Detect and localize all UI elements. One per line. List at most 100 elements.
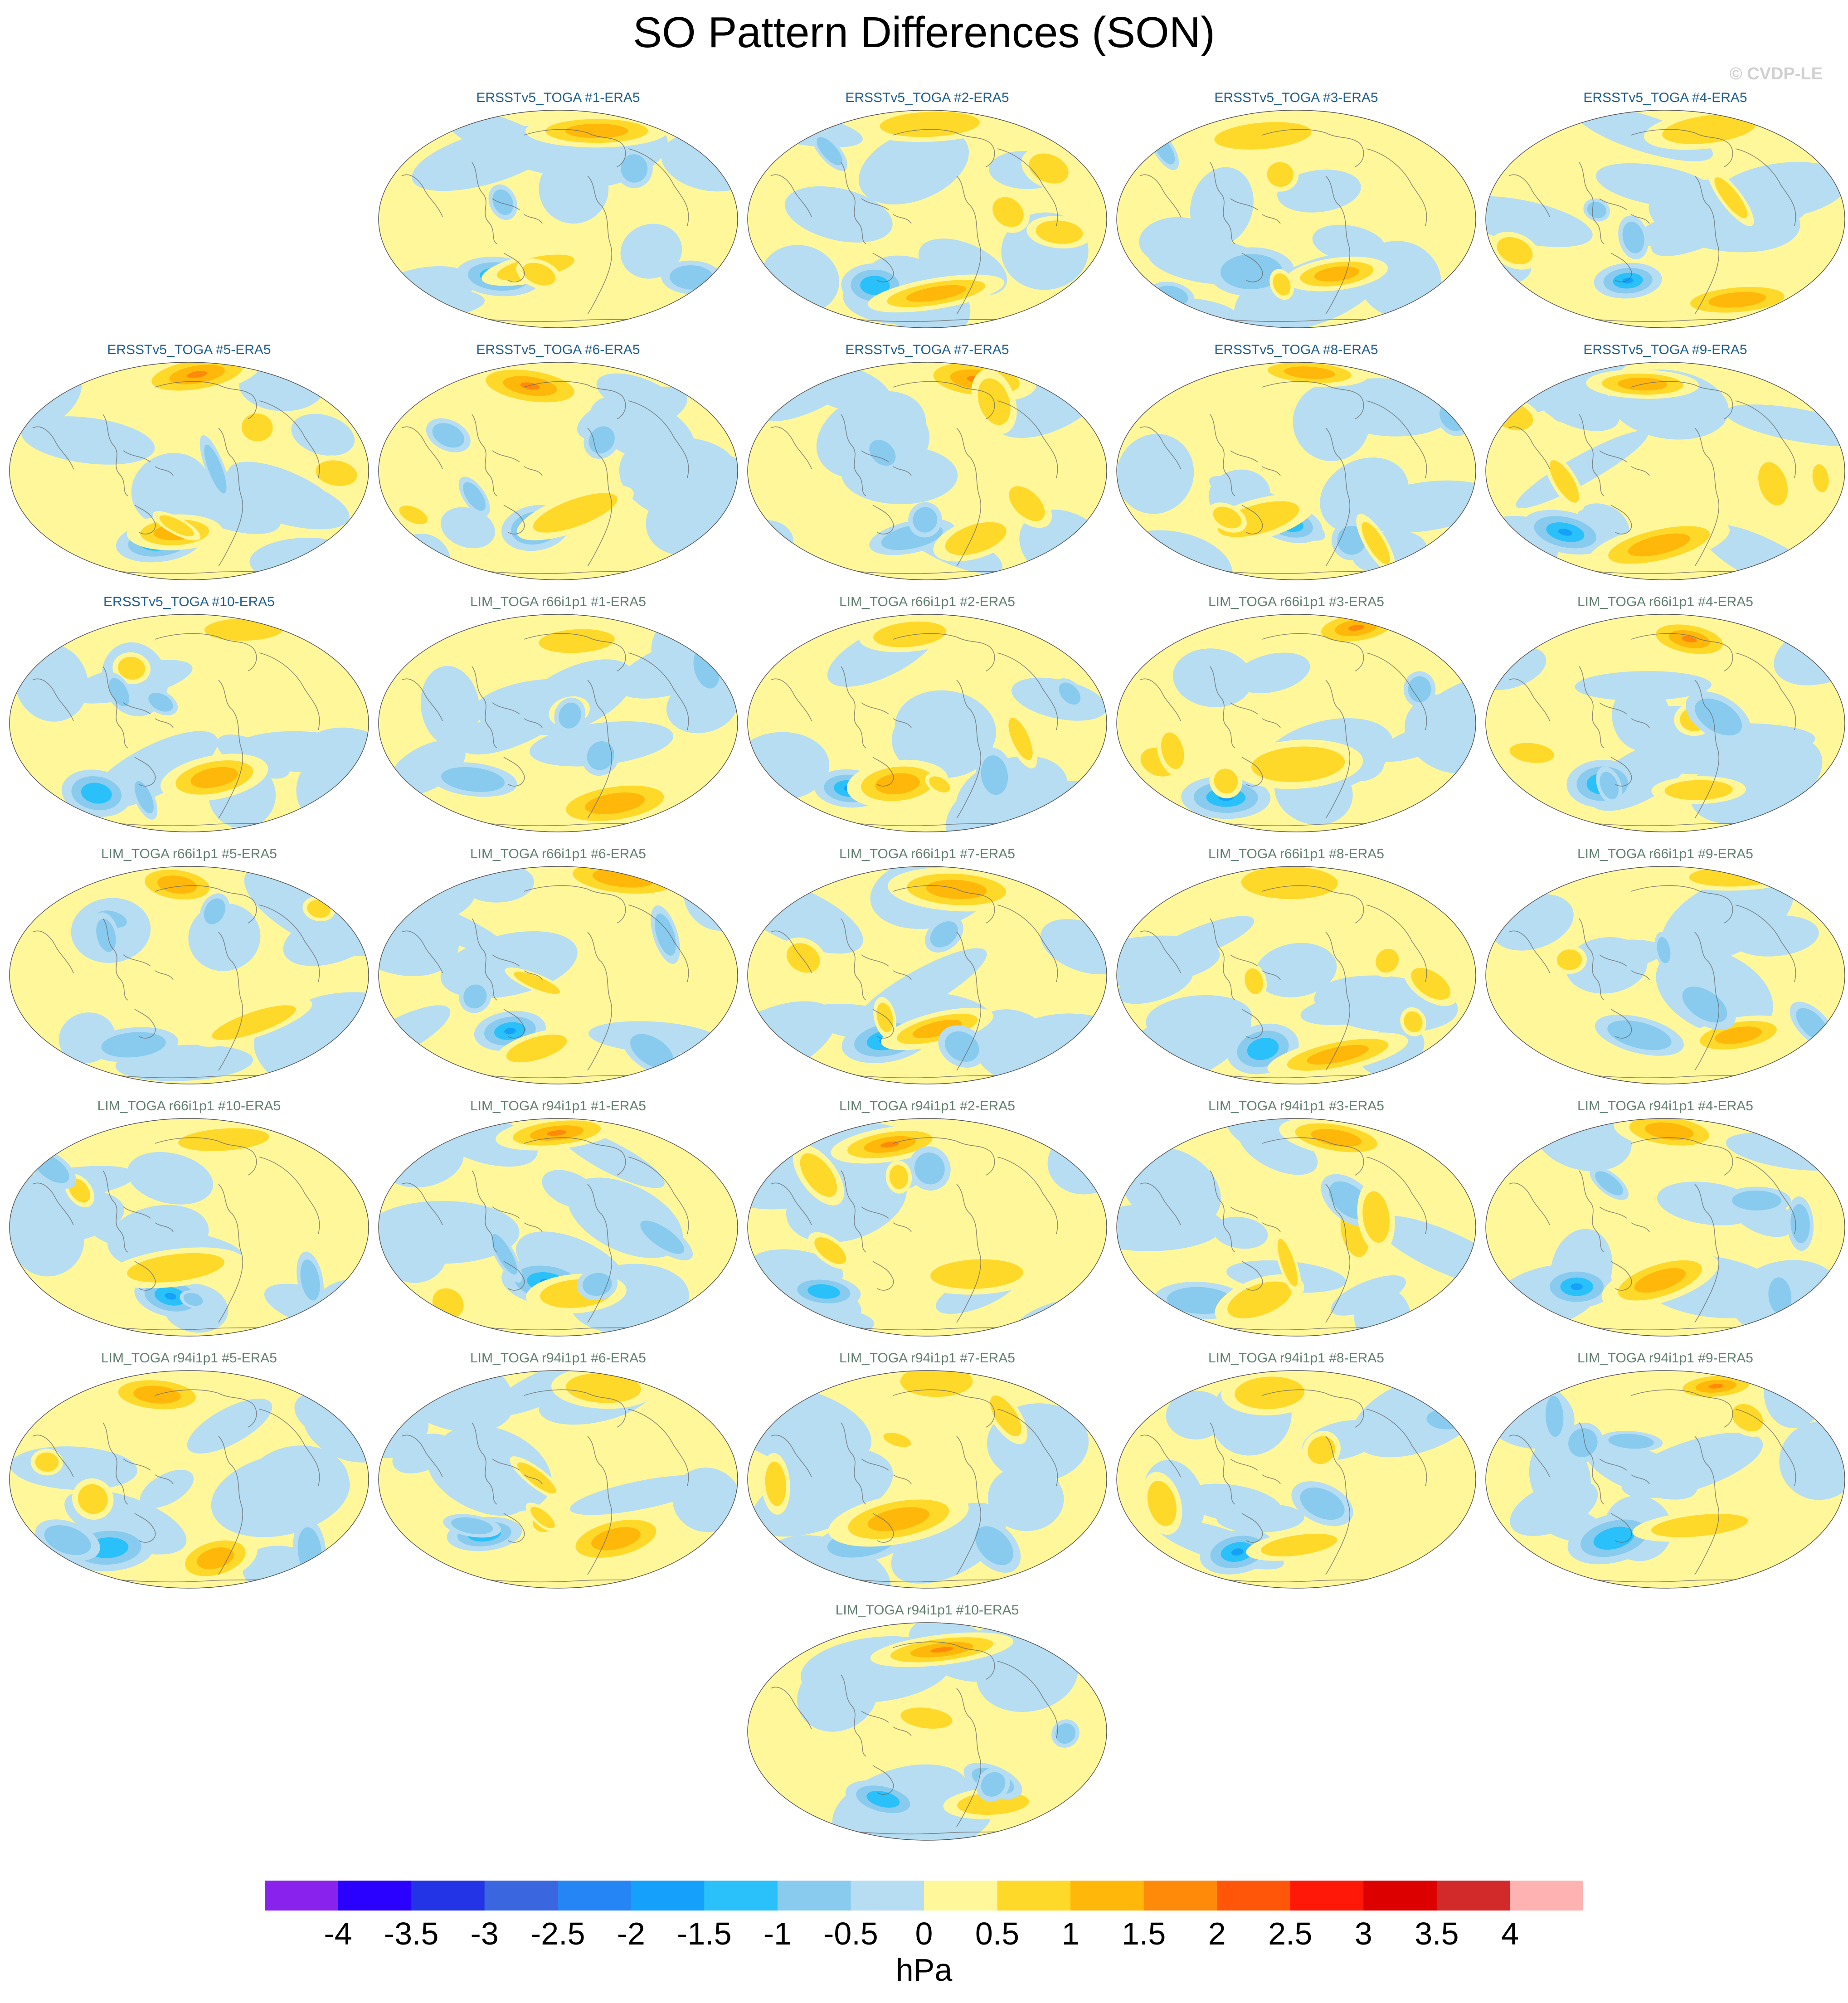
globe-map [1116,614,1476,832]
map-panel: LIM_TOGA r94i1p1 #5-ERA5 [5,1349,373,1590]
panel-title: LIM_TOGA r66i1p1 #4-ERA5 [1577,594,1753,609]
panel-title: LIM_TOGA r66i1p1 #2-ERA5 [839,594,1015,609]
colorbar-swatch [777,1881,851,1911]
colorbar-tick-label: -3.5 [384,1916,439,1951]
panel-title: LIM_TOGA r94i1p1 #8-ERA5 [1208,1351,1384,1366]
panel-title: LIM_TOGA r66i1p1 #9-ERA5 [1577,846,1753,861]
map-panel: LIM_TOGA r94i1p1 #10-ERA5 [744,1601,1111,1842]
map-panel: LIM_TOGA r94i1p1 #1-ERA5 [374,1097,742,1337]
map-panel: ERSSTv5_TOGA #5-ERA5 [5,341,373,581]
globe-map [9,614,369,832]
globe-map [1485,110,1845,328]
colorbar-tick-label: -2.5 [530,1916,585,1951]
colorbar-tick-label: -3 [470,1916,499,1951]
globe-map [1116,1370,1476,1589]
colorbar-swatch [1363,1881,1437,1911]
panel-title: LIM_TOGA r94i1p1 #1-ERA5 [470,1099,646,1113]
colorbar-swatch [1510,1881,1583,1911]
map-panel: ERSSTv5_TOGA #7-ERA5 [744,341,1111,581]
panel-title: ERSSTv5_TOGA #3-ERA5 [1214,90,1378,105]
colorbar-swatch [1290,1881,1364,1911]
globe-map [747,866,1107,1084]
globe-map [9,866,369,1084]
colorbar-tick-label: -0.5 [823,1916,878,1951]
colorbar-swatch [484,1881,558,1911]
colorbar-swatch [411,1881,485,1911]
panel-title: ERSSTv5_TOGA #2-ERA5 [845,90,1009,105]
globe-map [747,614,1107,832]
colorbar-swatch [265,1881,339,1911]
globe-map [378,614,738,832]
panel-title: ERSSTv5_TOGA #6-ERA5 [476,342,640,357]
panel-title: LIM_TOGA r94i1p1 #5-ERA5 [101,1351,277,1366]
map-panel: LIM_TOGA r94i1p1 #7-ERA5 [744,1349,1111,1590]
panel-title: ERSSTv5_TOGA #1-ERA5 [476,90,640,105]
colorbar-tick-label: -2 [617,1916,645,1951]
colorbar-tick-label: 1 [1061,1916,1080,1951]
panel-title: LIM_TOGA r94i1p1 #3-ERA5 [1208,1099,1384,1113]
globe-map [1116,866,1476,1084]
globe-map [378,1370,738,1589]
colorbar-swatch [851,1881,924,1911]
globe-map [747,110,1107,328]
map-panel: ERSSTv5_TOGA #10-ERA5 [5,593,373,833]
colorbar-swatch [997,1881,1071,1911]
map-panel: LIM_TOGA r66i1p1 #7-ERA5 [744,845,1111,1085]
colorbar-tick-label: -1 [763,1916,792,1951]
globe-map [9,1118,369,1337]
map-panel: LIM_TOGA r66i1p1 #9-ERA5 [1482,845,1848,1085]
map-panel: ERSSTv5_TOGA #1-ERA5 [374,89,742,329]
map-panel: LIM_TOGA r94i1p1 #2-ERA5 [744,1097,1111,1337]
globe-map [1485,362,1845,580]
globe-map [1485,866,1845,1084]
colorbar-swatch [1217,1881,1291,1911]
map-panel: LIM_TOGA r94i1p1 #4-ERA5 [1482,1097,1848,1337]
colorbar [265,1881,1583,1911]
colorbar-tick-label: -4 [324,1916,352,1951]
panel-title: ERSSTv5_TOGA #4-ERA5 [1583,90,1747,105]
panel-title: ERSSTv5_TOGA #8-ERA5 [1214,342,1378,357]
colorbar-tick-label: 3 [1354,1916,1372,1951]
globe-map [747,1118,1107,1337]
globe-map [9,362,369,580]
panel-title: LIM_TOGA r66i1p1 #6-ERA5 [470,846,646,861]
map-panel: LIM_TOGA r66i1p1 #3-ERA5 [1113,593,1480,833]
panel-title: LIM_TOGA r94i1p1 #10-ERA5 [835,1603,1019,1618]
map-panel: LIM_TOGA r94i1p1 #3-ERA5 [1113,1097,1480,1337]
map-panel: ERSSTv5_TOGA #3-ERA5 [1113,89,1480,329]
colorbar-swatch [631,1881,705,1911]
panel-title: ERSSTv5_TOGA #10-ERA5 [103,594,275,609]
globe-map [1116,110,1476,328]
colorbar-tick-label: 0 [915,1916,933,1951]
colorbar-tick-label: 0.5 [975,1916,1020,1951]
map-panel: LIM_TOGA r94i1p1 #6-ERA5 [374,1349,742,1590]
colorbar-swatch [1143,1881,1217,1911]
globe-map [378,1118,738,1337]
panel-title: LIM_TOGA r94i1p1 #2-ERA5 [839,1099,1015,1113]
map-panel: LIM_TOGA r66i1p1 #1-ERA5 [374,593,742,833]
page-title: SO Pattern Differences (SON) [633,8,1215,57]
colorbar-tick-label: 4 [1501,1916,1519,1951]
map-panel: LIM_TOGA r66i1p1 #6-ERA5 [374,845,742,1085]
colorbar-tick-label: -1.5 [677,1916,732,1951]
panel-title: ERSSTv5_TOGA #9-ERA5 [1583,342,1747,357]
globe-map [1485,1118,1845,1337]
colorbar-units: hPa [895,1952,953,1988]
panel-title: LIM_TOGA r94i1p1 #6-ERA5 [470,1351,646,1366]
colorbar-swatch [338,1881,412,1911]
colorbar-tick-label: 2.5 [1268,1916,1313,1951]
globe-map [1116,362,1476,580]
colorbar-tick-label: 3.5 [1415,1916,1459,1951]
map-panel: ERSSTv5_TOGA #6-ERA5 [374,341,742,581]
panel-title: LIM_TOGA r66i1p1 #5-ERA5 [101,846,277,861]
globe-map [1485,614,1845,832]
globe-map [378,866,738,1084]
panel-title: LIM_TOGA r66i1p1 #7-ERA5 [839,846,1015,861]
globe-map [1485,1370,1845,1589]
map-panel: LIM_TOGA r94i1p1 #9-ERA5 [1482,1349,1848,1590]
panel-title: LIM_TOGA r66i1p1 #3-ERA5 [1208,594,1384,609]
panel-title: LIM_TOGA r94i1p1 #7-ERA5 [839,1351,1015,1366]
map-panel: LIM_TOGA r66i1p1 #10-ERA5 [5,1097,373,1337]
globe-map [1116,1118,1476,1337]
globe-map [747,362,1107,580]
